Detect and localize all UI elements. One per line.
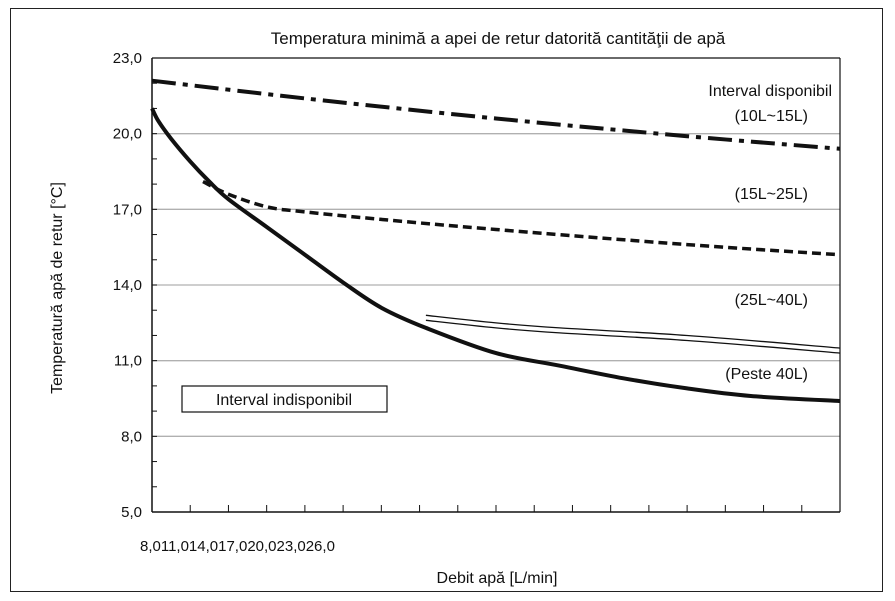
y-tick-label: 17,0 [113,201,142,218]
annotation-10-15: (10L~15L) [735,108,808,125]
y-tick-label: 8,0 [121,428,142,445]
y-tick-label: 20,0 [113,126,142,143]
y-axis-ticks: 5,0 8,0 11,0 14,0 17,0 20,0 23,0 [113,50,157,521]
chart-frame [10,8,883,592]
y-tick-label: 23,0 [113,50,142,67]
series-layer [150,78,841,403]
series-1-line [151,78,841,151]
series-3-line-1 [425,314,841,349]
series-4-line [150,107,841,403]
x-axis-ticks [151,505,841,512]
chart-title: Temperatura minimă a apei de retur dator… [271,29,726,48]
series-2-line [202,180,841,257]
annotation-over-40: (Peste 40L) [725,366,808,383]
y-tick-label: 5,0 [121,504,142,521]
y-axis-label: Temperatură apă de retur [°C] [49,182,66,394]
grid-lines [152,133,840,437]
x-axis-label: Debit apă [L/min] [437,570,558,587]
series-3-line-2 [425,319,841,354]
annotation-available: Interval disponibil [708,83,832,100]
unavailable-box [181,385,388,413]
annotation-unavailable: Interval indisponibil [216,392,352,409]
y-tick-label: 14,0 [113,277,142,294]
y-tick-label: 11,0 [114,353,142,370]
x-tick-labels: 8,011,014,017,020,023,026,0 [140,538,335,555]
annotation-25-40: (25L~40L) [735,292,808,309]
annotation-15-25: (15L~25L) [735,186,808,203]
